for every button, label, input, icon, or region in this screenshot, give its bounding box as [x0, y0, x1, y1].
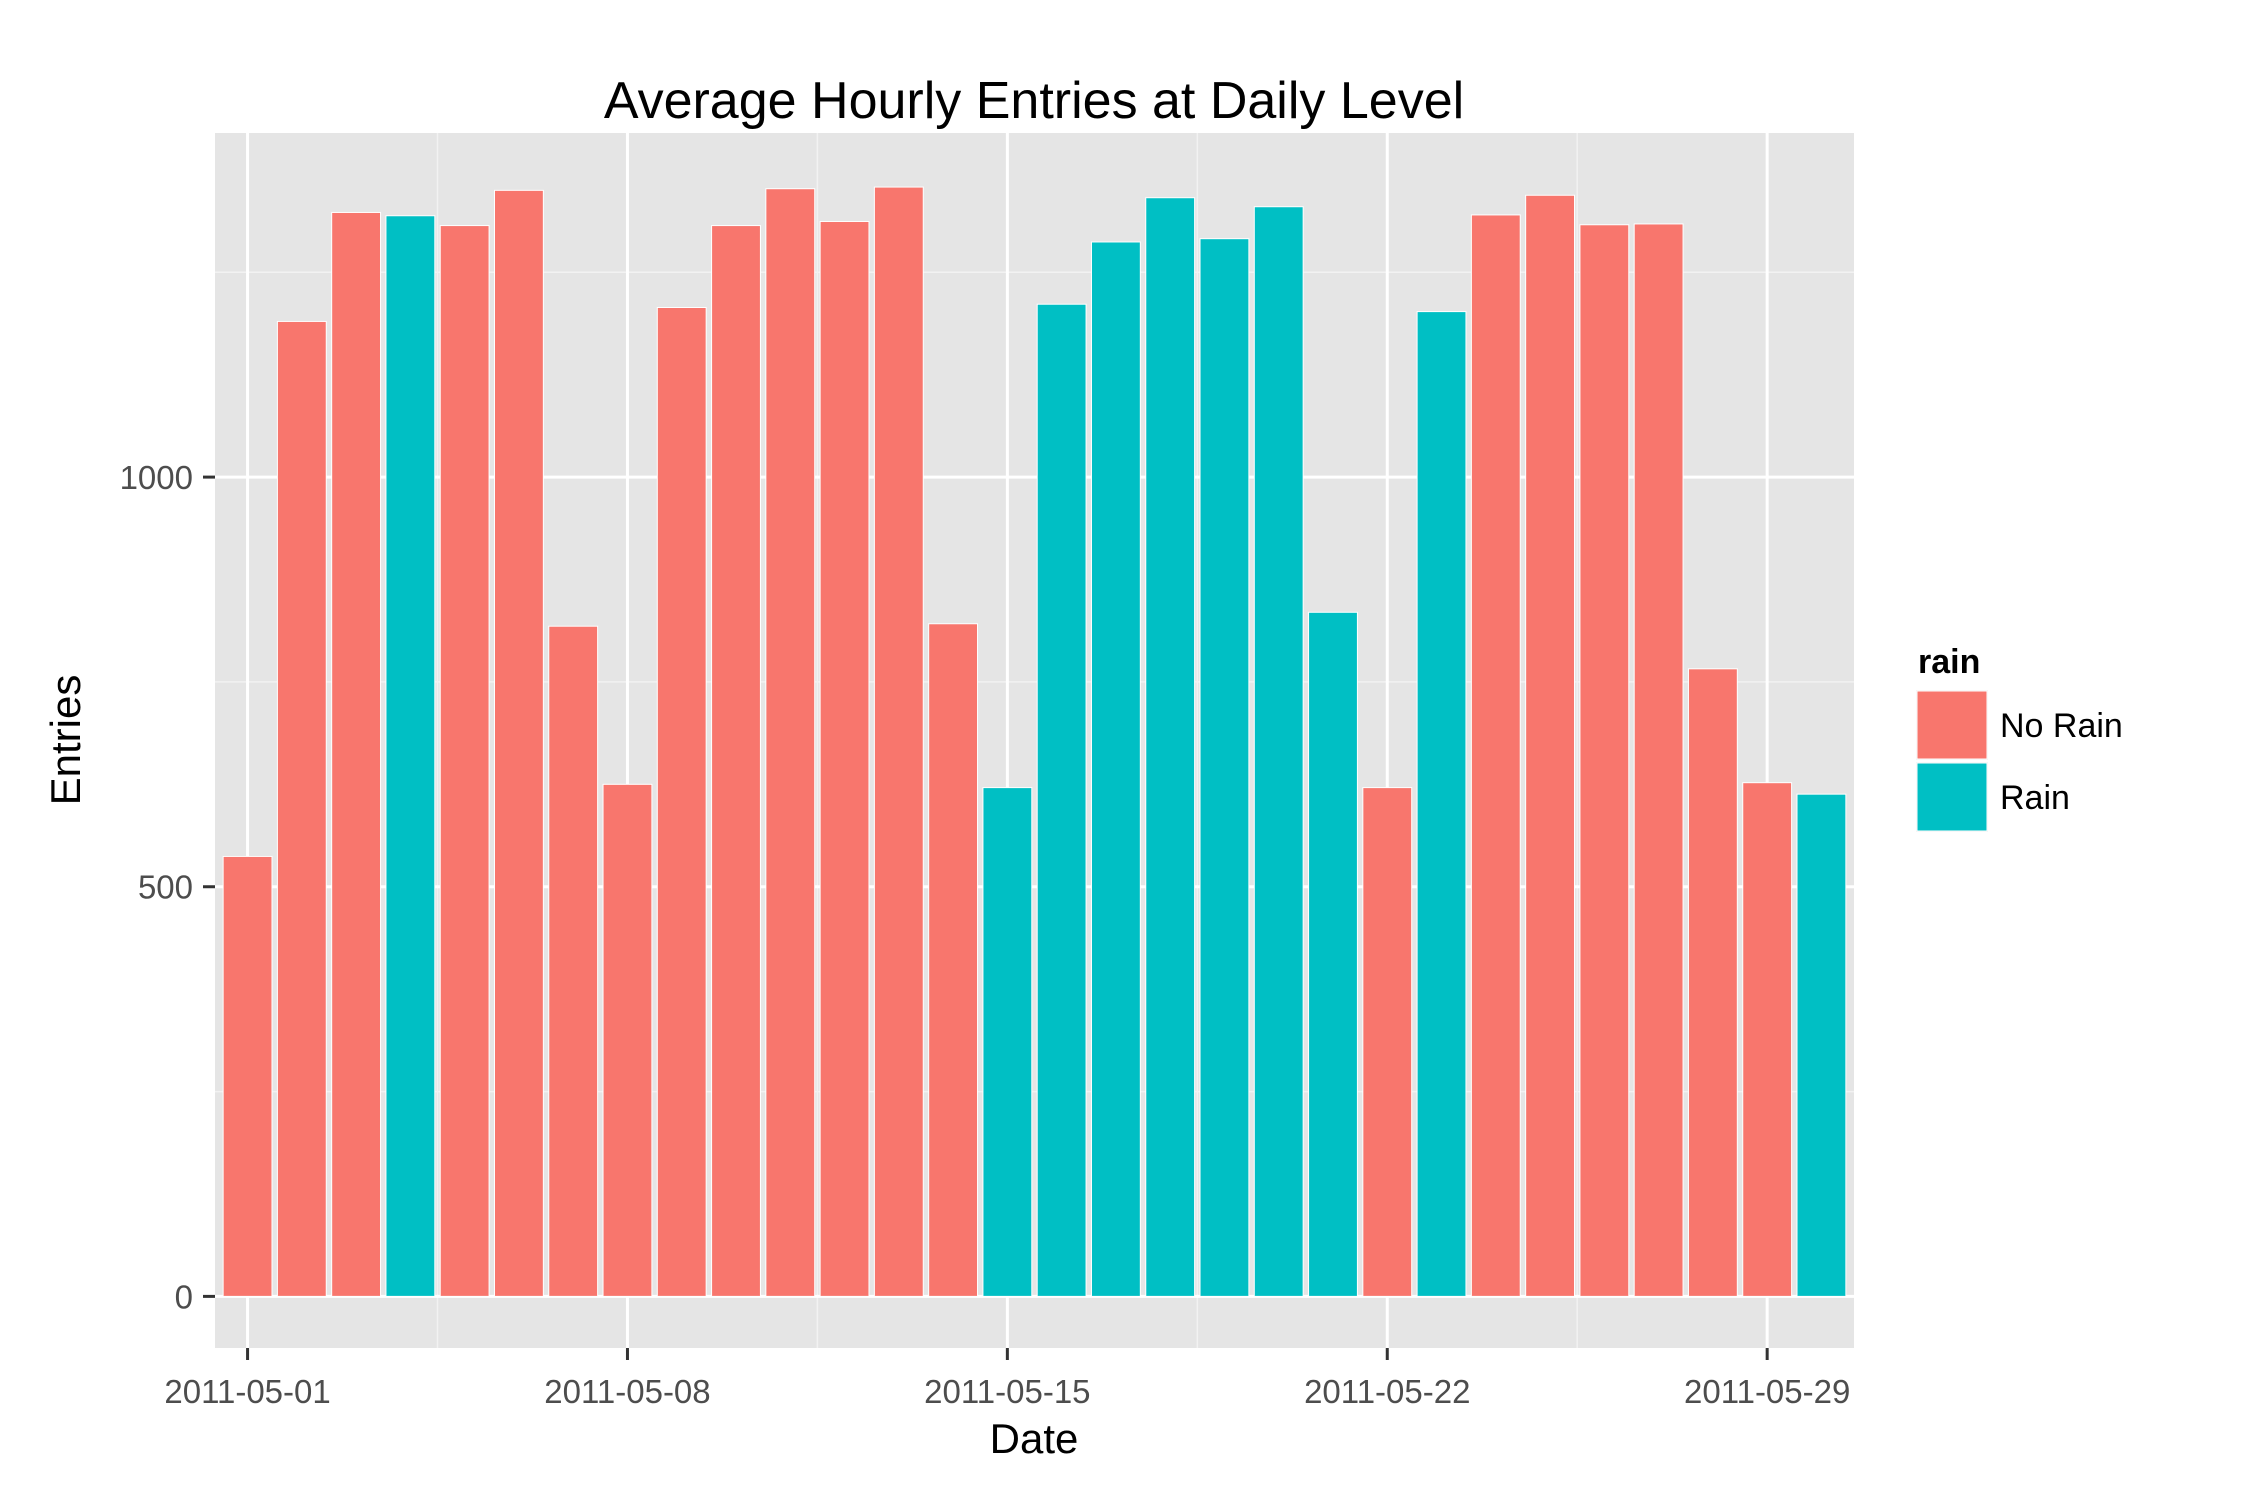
x-tick-label: 2011-05-29: [1684, 1373, 1850, 1410]
bar: [602, 783, 653, 1297]
x-tick-label: 2011-05-08: [544, 1373, 710, 1410]
bar: [548, 625, 599, 1297]
bar: [656, 307, 707, 1297]
bar: [493, 189, 544, 1297]
bar: [222, 855, 273, 1297]
y-tick-label: 0: [175, 1278, 193, 1315]
bars: [222, 186, 1847, 1297]
bar: [331, 211, 382, 1297]
bar: [1253, 206, 1304, 1297]
chart-title: Average Hourly Entries at Daily Level: [604, 72, 1464, 130]
bar: [1633, 223, 1684, 1297]
legend-key: [1916, 762, 1988, 832]
y-axis-title: Entries: [42, 675, 89, 806]
bar: [1416, 311, 1467, 1297]
y-tick-label: 1000: [120, 459, 193, 496]
bar: [439, 225, 490, 1297]
axes: 0 500 1000 2011-05-01 2011-05-08 2011-05-15 20…: [120, 459, 1851, 1410]
legend-title: rain: [1918, 643, 1980, 681]
bar: [873, 186, 924, 1297]
bar: [1796, 793, 1847, 1297]
x-tick-label: 2011-05-15: [924, 1373, 1090, 1410]
bar: [1199, 238, 1250, 1297]
bar: [1362, 787, 1413, 1297]
x-tick-label: 2011-05-01: [164, 1373, 330, 1410]
legend: rain No Rain Rain: [1916, 643, 2123, 832]
bar: [385, 215, 436, 1297]
bar: [982, 787, 1033, 1297]
bar: [1579, 224, 1630, 1297]
legend-label: Rain: [2000, 779, 2070, 817]
x-axis-title: Date: [990, 1415, 1079, 1462]
legend-key: [1916, 690, 1988, 760]
x-tick-label: 2011-05-22: [1304, 1373, 1470, 1410]
bar: [1470, 214, 1521, 1297]
y-tick-label: 500: [138, 869, 193, 906]
bar: [765, 188, 816, 1297]
bar: [1145, 197, 1196, 1297]
bar: [819, 220, 870, 1297]
bar: [928, 623, 979, 1297]
legend-label: No Rain: [2000, 707, 2123, 745]
bar: [1742, 782, 1793, 1297]
bar: [711, 225, 761, 1297]
bar: [1308, 611, 1358, 1297]
bar: [1036, 303, 1087, 1297]
bar: [276, 320, 327, 1297]
bar: [1687, 668, 1738, 1297]
bar: [1090, 241, 1141, 1297]
bar: [1525, 194, 1576, 1297]
